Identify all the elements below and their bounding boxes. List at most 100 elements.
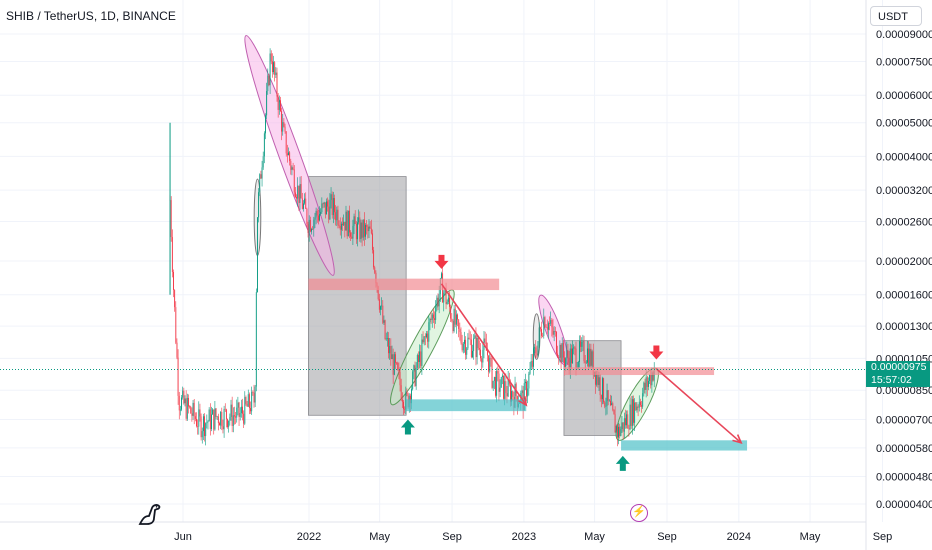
candle-body: [626, 414, 628, 426]
candle-body: [427, 333, 429, 342]
candle-body: [404, 409, 406, 410]
candle-body: [373, 250, 375, 268]
candle-body: [352, 225, 354, 239]
candle-body: [484, 338, 486, 343]
candle-body: [299, 184, 301, 203]
candle-body: [426, 333, 427, 338]
candle: [423, 336, 425, 346]
candle: [176, 338, 178, 360]
candle-body: [244, 397, 246, 424]
candle: [530, 354, 532, 370]
candle-body: [360, 222, 362, 240]
candle: [353, 213, 355, 235]
candle: [562, 339, 564, 363]
candle-body: [239, 413, 241, 417]
candle: [434, 311, 435, 329]
candle-body: [232, 415, 234, 426]
candle: [481, 355, 483, 371]
candle-body: [260, 174, 262, 179]
candle-body: [338, 224, 340, 227]
candle-body: [219, 423, 220, 426]
currency-selector[interactable]: USDT: [870, 6, 922, 26]
candle: [319, 206, 320, 222]
candle-body: [541, 329, 542, 336]
candle: [220, 411, 222, 430]
candle-body: [414, 365, 416, 386]
candle-body: [592, 351, 594, 376]
candle-body: [631, 399, 633, 426]
candle-body: [253, 392, 255, 403]
replay-lightning-icon[interactable]: ⚡: [630, 504, 648, 522]
candle-body: [531, 360, 533, 367]
candle: [255, 288, 257, 392]
candle-body: [539, 327, 541, 330]
x-tick-label: 2022: [297, 531, 321, 543]
candle-body: [470, 339, 472, 358]
candle-body: [463, 339, 465, 344]
candle-body: [224, 408, 226, 410]
candle: [420, 344, 422, 369]
candle-body: [620, 429, 622, 436]
candle-body: [585, 362, 587, 364]
candle-body: [465, 339, 467, 355]
candle: [362, 219, 364, 241]
candle: [202, 413, 204, 441]
candle: [378, 293, 380, 313]
candle: [476, 334, 478, 365]
candle-body: [553, 331, 555, 335]
candle: [430, 311, 432, 324]
candle: [346, 210, 348, 239]
candle-body: [199, 409, 201, 417]
candle-body: [595, 371, 596, 385]
y-tick-label: 0.00000700: [876, 415, 932, 427]
candle-body: [235, 416, 237, 418]
candle: [269, 48, 271, 95]
dino-logo-icon[interactable]: [137, 500, 163, 526]
candle-body: [217, 416, 219, 424]
candle-body: [320, 211, 322, 214]
candle-body: [227, 419, 228, 428]
candle-body: [562, 343, 564, 358]
candle: [574, 345, 576, 356]
candle: [371, 229, 373, 254]
candle-body: [170, 200, 172, 238]
candle: [335, 205, 337, 226]
candle-body: [381, 305, 383, 307]
candle-body: [647, 380, 649, 387]
candle: [532, 346, 534, 376]
candle-body: [324, 202, 326, 215]
candle: [291, 165, 293, 176]
candle-body: [644, 382, 646, 390]
candle-body: [633, 399, 634, 423]
candle: [185, 390, 187, 421]
arrow-up-icon: [400, 419, 415, 435]
candle: [290, 158, 292, 175]
candle-body: [613, 409, 615, 415]
candle: [573, 344, 575, 355]
candle: [262, 151, 264, 170]
candle: [192, 399, 194, 420]
candle-body: [574, 347, 576, 349]
x-tick-label: Jun: [174, 531, 192, 543]
candle: [500, 376, 502, 388]
candle: [603, 377, 605, 405]
trend-arrow-head: [518, 396, 528, 407]
candle-body: [462, 343, 464, 351]
candle-body: [597, 374, 599, 385]
candle-body: [212, 409, 214, 415]
candle-body: [175, 307, 177, 343]
candle: [635, 401, 637, 411]
candle-body: [281, 111, 283, 132]
candle-body: [577, 361, 579, 368]
candle: [394, 351, 396, 369]
candle-body: [327, 201, 329, 207]
candle-body: [501, 375, 503, 378]
candle-body: [544, 317, 546, 327]
candle-body: [394, 354, 396, 363]
candle: [620, 426, 622, 437]
candle: [330, 187, 332, 209]
candle: [599, 374, 601, 402]
candle: [490, 355, 492, 367]
time-axis: Jun 2022 May Sep 2023 May Sep 2024 May Sep: [0, 521, 892, 543]
